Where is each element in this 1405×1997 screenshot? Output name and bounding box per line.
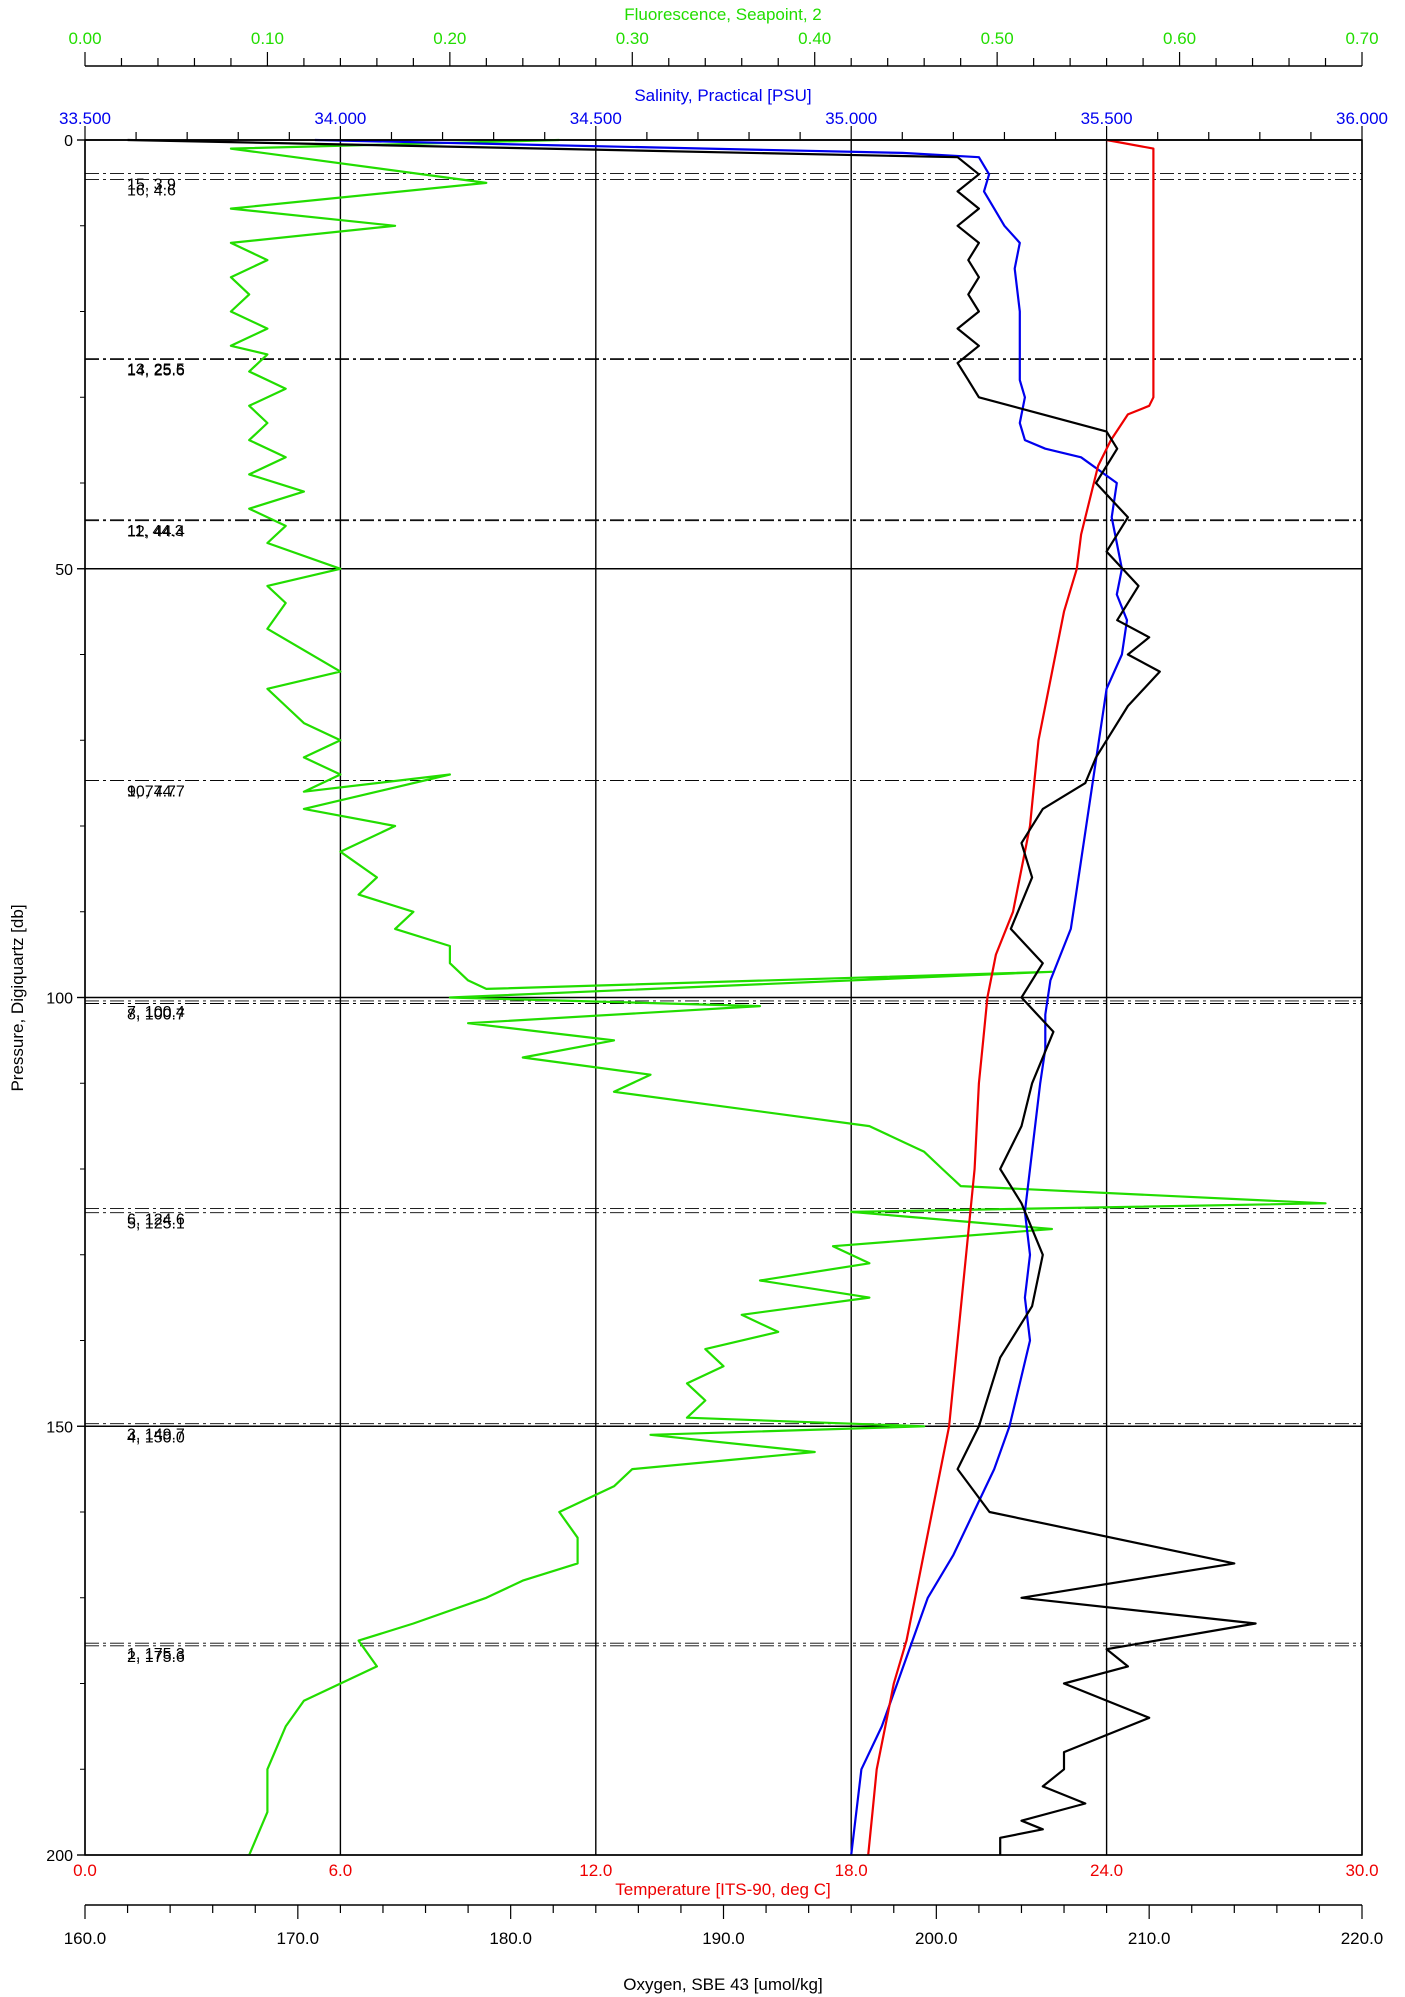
bottle-label: 13, 25.5 — [127, 362, 185, 379]
pressure-axis-label: Pressure, Digiquartz [db] — [8, 904, 27, 1091]
bottle-markers: 16, 4.615, 3.9 14, 25.613, 25.5 12, 44.411… — [85, 172, 1362, 1666]
bottle-label: 4, 150.0 — [127, 1429, 185, 1446]
fluorescence-tick-label: 0.50 — [981, 29, 1014, 48]
temperature-tick-label: 12.0 — [579, 1861, 612, 1880]
pressure-tick-label: 100 — [46, 991, 73, 1008]
oxygen-tick-label: 160.0 — [64, 1929, 107, 1948]
fluorescence-tick-label: 0.30 — [616, 29, 649, 48]
bottle-label: 8, 100.7 — [127, 1007, 185, 1024]
pressure-tick-label: 50 — [55, 562, 73, 579]
temperature-series-line — [867, 138, 1155, 1856]
salinity-tick-label: 36.000 — [1336, 109, 1388, 128]
axes: 0 50 100 150 200 0.00 0.10 0.20 0.30 0.40 0.50 0.60… — [46, 29, 1388, 1948]
bottle-label: 14, 25.6 — [127, 363, 185, 380]
oxygen-tick-label: 220.0 — [1341, 1929, 1384, 1948]
fluorescence-tick-label: 0.70 — [1345, 29, 1378, 48]
salinity-tick-label: 35.000 — [825, 109, 877, 128]
salinity-tick-label: 33.500 — [59, 109, 111, 128]
bottle-label: 3, 149.7 — [127, 1427, 185, 1444]
fluorescence-tick-label: 0.40 — [798, 29, 831, 48]
oxygen-tick-label: 210.0 — [1128, 1929, 1171, 1948]
temperature-tick-label: 18.0 — [835, 1861, 868, 1880]
pressure-tick-label: 200 — [46, 1848, 73, 1865]
bottle-label: 11, 44.3 — [127, 523, 184, 540]
temperature-tick-label: 0.0 — [73, 1861, 97, 1880]
temperature-tick-label: 30.0 — [1345, 1861, 1378, 1880]
pressure-tick-label: 0 — [64, 133, 73, 150]
temperature-axis-label: Temperature [ITS-90, deg C] — [615, 1880, 830, 1899]
bottle-label: 16, 4.6 — [127, 182, 176, 199]
salinity-series-line — [314, 138, 1129, 1856]
bottle-label: 15, 3.9 — [127, 176, 176, 193]
oxygen-tick-label: 200.0 — [915, 1929, 958, 1948]
bottle-label: 6, 124.6 — [127, 1211, 185, 1228]
salinity-axis-label: Salinity, Practical [PSU] — [634, 86, 811, 105]
pressure-tick-label: 150 — [46, 1419, 73, 1436]
data-series — [127, 138, 1327, 1856]
bottle-label: 12, 44.4 — [127, 524, 185, 541]
oxygen-axis-label: Oxygen, SBE 43 [umol/kg] — [623, 1975, 822, 1994]
bottle-label: 9, 74.7 — [127, 784, 176, 801]
oxygen-series-line — [127, 138, 1257, 1855]
fluorescence-axis-label: Fluorescence, Seapoint, 2 — [624, 5, 822, 24]
oxygen-tick-label: 170.0 — [277, 1929, 320, 1948]
fluorescence-tick-label: 0.10 — [251, 29, 284, 48]
bottle-label: 1, 175.3 — [127, 1646, 185, 1663]
salinity-tick-label: 34.000 — [314, 109, 366, 128]
fluorescence-tick-label: 0.00 — [68, 29, 101, 48]
bottle-label: 10, 74.7 — [127, 784, 185, 801]
fluorescence-tick-label: 0.60 — [1163, 29, 1196, 48]
bottle-label: 7, 100.4 — [127, 1004, 185, 1021]
bottle-label: 5, 125.1 — [127, 1216, 185, 1233]
bottle-label: 2, 175.6 — [127, 1649, 185, 1666]
oxygen-tick-label: 190.0 — [702, 1929, 745, 1948]
temperature-tick-label: 24.0 — [1090, 1861, 1123, 1880]
salinity-tick-label: 34.500 — [570, 109, 622, 128]
fluorescence-series-line — [229, 138, 1327, 1856]
salinity-tick-label: 35.500 — [1081, 109, 1133, 128]
temperature-tick-label: 6.0 — [329, 1861, 353, 1880]
fluorescence-tick-label: 0.20 — [433, 29, 466, 48]
oxygen-tick-label: 180.0 — [489, 1929, 532, 1948]
